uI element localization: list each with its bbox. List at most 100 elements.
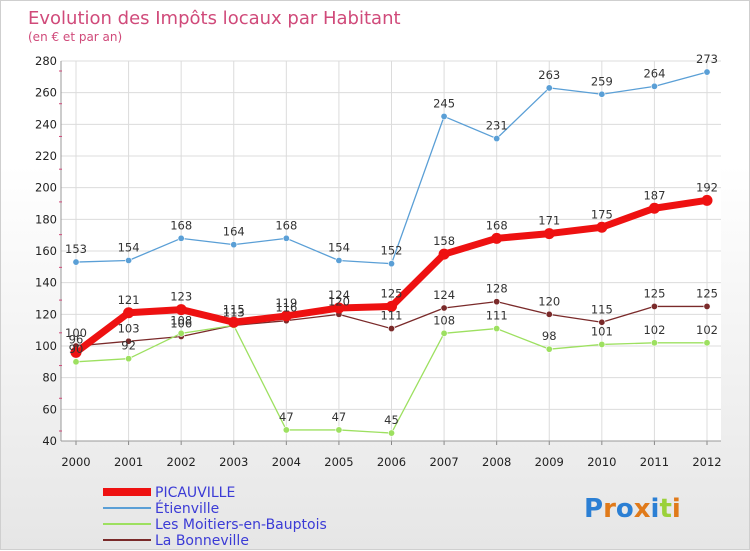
data-point-1-2004 [282,234,290,242]
data-point-0-2004 [280,310,292,322]
data-point-2-2005 [335,426,343,434]
data-point-0-2002 [175,304,187,316]
data-label-1-2009: 263 [538,68,560,82]
data-point-3-2008 [493,298,501,306]
legend-label-1: Étienville [155,500,219,517]
data-label-2-2011: 102 [643,323,665,337]
data-point-1-2007 [440,112,448,120]
data-point-3-2007 [440,304,448,312]
data-point-2-2007 [440,329,448,337]
y-tick-label-180: 180 [35,212,57,226]
data-point-0-2010 [596,221,608,233]
data-label-0-2005: 124 [328,288,350,302]
data-label-3-2009: 120 [538,294,560,308]
data-label-3-2000: 100 [65,326,87,340]
y-tick-label-200: 200 [35,181,57,195]
logo-letter: i [651,494,660,524]
data-label-2-2010: 101 [591,324,613,338]
data-label-3-2006: 111 [381,309,403,323]
data-label-0-2009: 171 [538,214,560,228]
data-label-1-2000: 153 [65,242,87,256]
data-label-1-2005: 154 [328,241,350,255]
data-label-2-2001: 92 [121,339,136,353]
data-point-2-2009 [545,345,553,353]
data-label-1-2004: 168 [275,218,297,232]
y-tick-label-40: 40 [42,434,57,448]
data-point-1-2008 [493,135,501,143]
data-label-0-2002: 123 [170,290,192,304]
y-tick-label-100: 100 [35,339,57,353]
logo-letter: t [659,494,671,524]
data-label-0-2010: 175 [591,207,613,221]
x-tick-label-2008: 2008 [482,455,511,469]
data-point-1-2010 [598,90,606,98]
data-label-1-2003: 164 [223,225,245,239]
x-tick-label-2011: 2011 [640,455,669,469]
data-point-1-2009 [545,84,553,92]
data-label-3-2007: 124 [433,288,455,302]
data-label-0-2000: 96 [69,332,84,346]
data-label-2-2005: 47 [332,410,347,424]
data-point-3-2006 [387,325,395,333]
data-point-3-2010 [598,318,606,326]
data-label-1-2006: 152 [381,244,403,258]
data-label-3-2001: 103 [118,321,140,335]
data-label-2-2012: 102 [696,323,718,337]
data-point-2-2012 [703,339,711,347]
data-label-0-2001: 121 [118,293,140,307]
data-point-0-2001 [123,307,135,319]
data-label-3-2010: 115 [591,302,613,316]
data-point-2-2011 [650,339,658,347]
data-label-1-2011: 264 [643,66,665,80]
x-tick-label-2010: 2010 [587,455,616,469]
data-label-1-2008: 231 [486,119,508,133]
data-label-3-2004: 116 [275,301,297,315]
data-point-2-2010 [598,340,606,348]
x-tick-label-2000: 2000 [61,455,90,469]
data-label-2-2003: 113 [223,305,245,319]
x-tick-label-2012: 2012 [692,455,721,469]
data-label-2-2002: 108 [170,313,192,327]
data-point-0-2008 [491,232,503,244]
data-label-0-2011: 187 [643,188,665,202]
data-label-0-2006: 125 [381,286,403,300]
data-point-0-2006 [386,300,397,312]
y-tick-label-120: 120 [35,307,57,321]
proxiti-logo: Proxiti [584,494,681,524]
data-point-3-2001 [125,337,133,345]
x-tick-label-2001: 2001 [114,455,143,469]
data-label-3-2002: 106 [170,317,192,331]
logo-letter: r [603,494,616,524]
logo-text: Proxiti [584,494,681,524]
data-point-1-2000 [72,258,80,266]
data-label-1-2001: 154 [118,241,140,255]
data-label-0-2004: 119 [275,296,297,310]
data-label-0-2012: 192 [696,180,718,194]
data-label-3-2005: 120 [328,294,350,308]
data-label-0-2007: 158 [433,234,455,248]
data-point-1-2001 [125,256,133,264]
data-label-3-2003: 113 [223,305,245,319]
x-tick-label-2006: 2006 [377,455,406,469]
chart-subtitle: (en € et par an) [28,30,122,44]
x-tick-label-2003: 2003 [219,455,248,469]
data-label-3-2008: 128 [486,282,508,296]
data-label-3-2012: 125 [696,286,718,300]
x-tick-label-2007: 2007 [429,455,458,469]
y-tick-label-240: 240 [35,117,57,131]
data-point-3-2009 [545,310,553,318]
data-point-3-2012 [703,302,711,310]
data-label-2-2000: 90 [69,342,84,356]
y-tick-label-80: 80 [42,371,57,385]
data-point-0-2000 [70,346,82,358]
data-point-0-2005 [333,302,345,314]
y-tick-label-140: 140 [35,276,57,290]
logo-letter: x [634,494,651,524]
data-point-0-2011 [648,202,660,214]
data-label-2-2007: 108 [433,313,455,327]
x-tick-label-2005: 2005 [324,455,353,469]
data-label-2-2004: 47 [279,410,294,424]
logo-letter: o [616,494,634,524]
logo-letter: i [672,494,681,524]
